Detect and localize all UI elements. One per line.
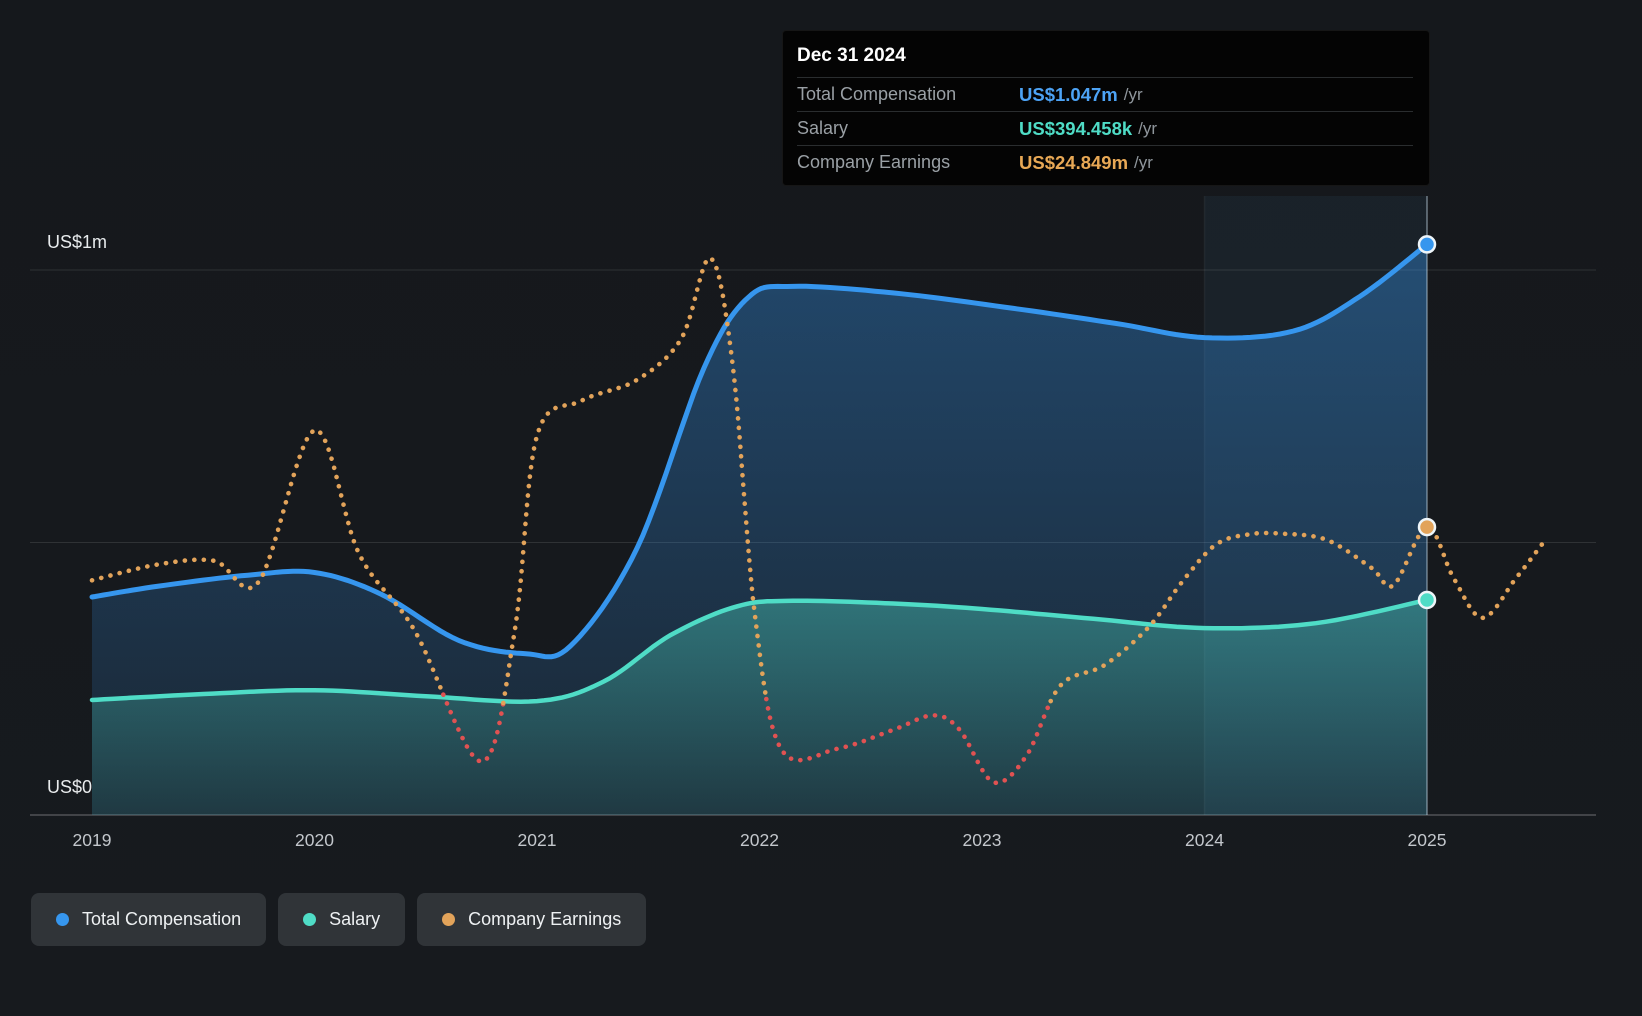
legend-dot-company-earnings [442, 913, 456, 926]
company-earnings-end-marker[interactable] [1417, 517, 1437, 537]
x-axis-label: 2022 [740, 830, 779, 850]
legend-dot-total-compensation [56, 913, 69, 926]
legend-dot-salary [303, 913, 317, 926]
total-compensation-end-marker[interactable] [1417, 235, 1437, 254]
salary-area [92, 600, 1427, 815]
x-axis-label: 2023 [963, 830, 1002, 850]
tooltip-value: US$394.458k [1019, 117, 1133, 139]
legend-item-total-compensation[interactable]: Total Compensation [31, 893, 267, 946]
legend-label: Total Compensation [82, 909, 242, 929]
tooltip-row-salary: Salary US$394.458k /yr [797, 111, 1413, 145]
total-compensation-line [89, 241, 1430, 660]
legend-item-salary[interactable]: Salary [278, 893, 406, 946]
company-earnings-line-negative [764, 696, 1053, 786]
company-earnings-line [1048, 524, 1545, 704]
x-axis-label: 2024 [1185, 830, 1224, 850]
y-axis-label: US$0 [47, 777, 92, 797]
x-axis-label: 2020 [295, 830, 334, 850]
y-axis-label: US$1m [47, 232, 107, 252]
tooltip-unit: /yr [1138, 118, 1158, 138]
tooltip-value: US$24.849m [1019, 151, 1129, 173]
company-earnings-line-negative [441, 692, 506, 765]
chart-legend: Total Compensation Salary Company Earnin… [31, 893, 647, 946]
salary-end-marker[interactable] [1417, 590, 1437, 610]
tooltip-label: Total Compensation [797, 84, 957, 104]
tooltip-unit: /yr [1134, 152, 1153, 172]
tooltip-row-total-compensation: Total Compensation US$1.047m /yr [797, 77, 1413, 111]
company-earnings-line [89, 427, 446, 697]
company-earnings-line [501, 255, 769, 706]
x-axis-label: 2019 [73, 830, 112, 850]
legend-label: Company Earnings [468, 909, 622, 929]
legend-item-company-earnings[interactable]: Company Earnings [417, 893, 647, 946]
hover-tooltip: Dec 31 2024 Total Compensation US$1.047m… [782, 30, 1430, 186]
tooltip-value: US$1.047m [1019, 83, 1118, 105]
x-axis-label: 2021 [518, 830, 557, 850]
tooltip-label: Company Earnings [797, 152, 951, 172]
tooltip-row-company-earnings: Company Earnings US$24.849m /yr [797, 145, 1413, 179]
tooltip-label: Salary [797, 118, 849, 138]
salary-line [89, 597, 1430, 704]
tooltip-date: Dec 31 2024 [797, 45, 906, 66]
x-axis-label: 2025 [1408, 830, 1447, 850]
tooltip-unit: /yr [1123, 84, 1143, 104]
legend-label: Salary [329, 909, 381, 929]
